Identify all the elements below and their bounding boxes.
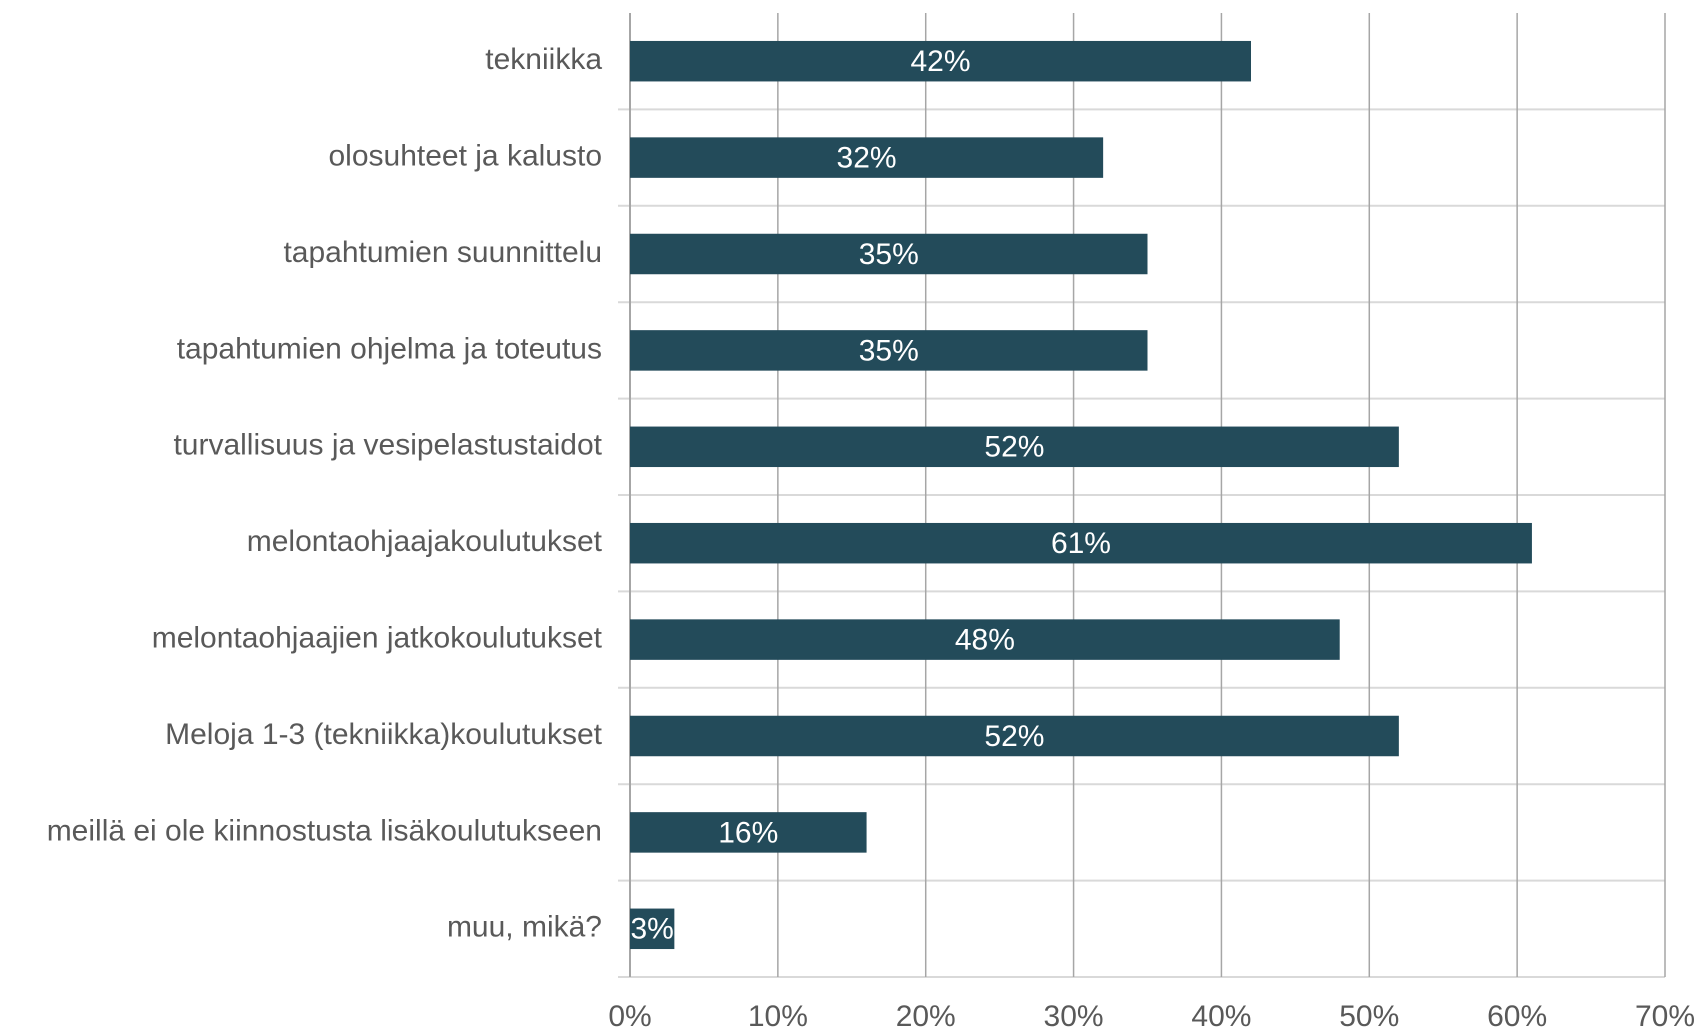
bar [630, 619, 1340, 660]
value-label: 42% [910, 45, 970, 78]
value-label: 35% [859, 334, 919, 367]
x-tick-label: 70% [1635, 1000, 1695, 1032]
bar [630, 715, 1399, 757]
bar [630, 137, 1104, 178]
x-tick-label: 60% [1487, 1000, 1547, 1032]
y-tick-label: meillä ei ole kiinnostusta lisäkoulutuks… [47, 814, 602, 847]
y-tick-label: tapahtumien suunnittelu [283, 236, 602, 269]
y-tick-label: muu, mikä? [447, 911, 602, 944]
value-label: 52% [984, 431, 1044, 464]
y-tick-label: tekniikka [485, 43, 602, 76]
y-tick-label: melontaohjaajien jatkokoulutukset [152, 622, 603, 655]
value-label: 32% [837, 142, 897, 175]
value-label: 16% [718, 816, 778, 849]
bar [630, 330, 1148, 371]
bar [630, 40, 1251, 82]
x-tick-label: 30% [1044, 1000, 1104, 1032]
value-label: 61% [1051, 527, 1111, 560]
value-label: 52% [984, 720, 1044, 753]
x-tick-label: 40% [1191, 1000, 1251, 1032]
y-tick-label: melontaohjaajakoulutukset [247, 525, 603, 558]
bar [630, 233, 1148, 275]
bar [630, 426, 1399, 468]
value-label: 3% [630, 913, 673, 946]
value-label: 48% [955, 624, 1015, 657]
x-tick-label: 0% [608, 1000, 651, 1032]
bar [630, 522, 1532, 564]
value-label: 35% [859, 238, 919, 271]
bar [630, 908, 675, 950]
x-tick-label: 10% [748, 1000, 808, 1032]
x-tick-label: 50% [1339, 1000, 1399, 1032]
y-tick-label: Meloja 1-3 (tekniikka)koulutukset [165, 718, 603, 751]
x-tick-label: 20% [896, 1000, 956, 1032]
y-tick-label: tapahtumien ohjelma ja toteutus [177, 332, 602, 365]
y-tick-label: olosuhteet ja kalusto [328, 140, 602, 173]
y-tick-label: turvallisuus ja vesipelastustaidot [173, 429, 602, 462]
bar [630, 812, 867, 853]
